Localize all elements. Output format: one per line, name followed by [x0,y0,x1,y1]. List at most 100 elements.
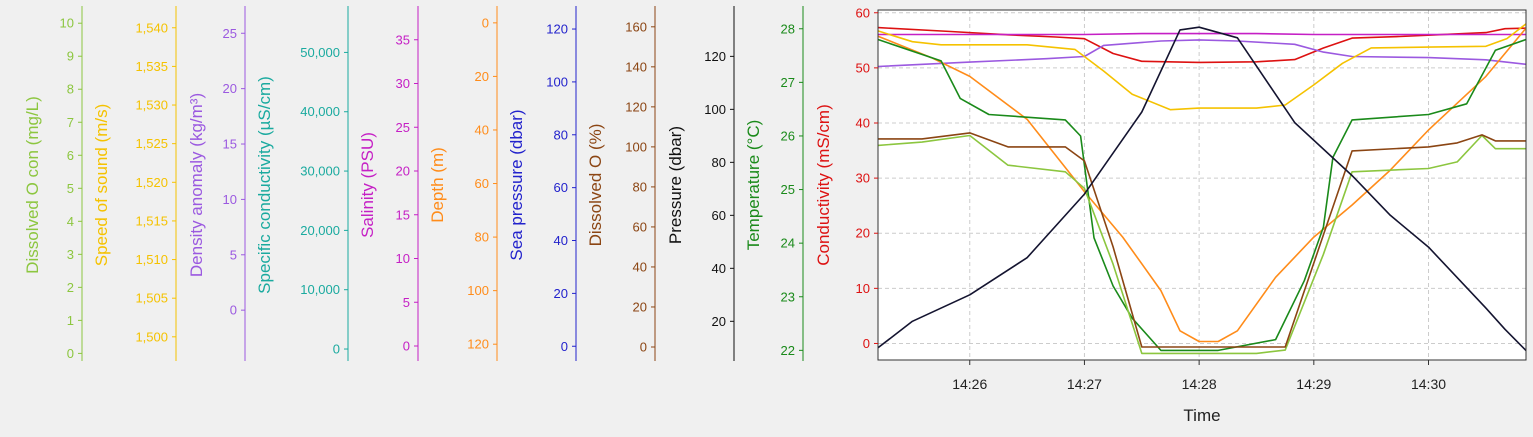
axis-tick-label: 7 [67,115,74,130]
axis-tick-label: 25 [223,26,237,41]
axis-tick-label: 0 [403,339,410,354]
y-axis-depth: 0 20 40 60 80 100 120 Depth (m) [428,6,498,361]
axis-label: Conductivity (mS/cm) [814,104,833,266]
axis-tick-label: 25 [781,182,795,197]
axis-tick-label: 28 [781,21,795,36]
axis-tick-label: 60 [712,208,726,223]
axis-tick-label: 160 [625,19,647,34]
axis-tick-label: 30 [856,171,870,186]
grid-lines [878,10,1526,360]
axis-tick-label: 20 [554,286,568,301]
axis-tick-label: 24 [781,236,795,251]
axis-tick-label: 3 [67,247,74,262]
axis-tick-label: 60 [856,5,870,20]
y-axis-do_con: 0 1 2 3 4 5 6 7 8 9 10 Dissolved O con (mg/L) [23,6,83,361]
axis-tick-label: 120 [704,49,726,64]
series-line-salinity [878,32,1526,36]
axis-tick-label: 22 [781,343,795,358]
axis-tick-label: 6 [67,148,74,163]
axis-tick-label: 50 [856,60,870,75]
axis-tick-label: 1,540 [135,20,168,35]
axis-tick-label: 80 [554,127,568,142]
x-tick-label: 14:28 [1182,376,1217,392]
axis-tick-label: 0 [67,346,74,361]
axis-tick-label: 5 [67,181,74,196]
axis-tick-label: 4 [67,214,74,229]
axis-tick-label: 40,000 [300,104,340,119]
axis-tick-label: 10 [856,281,870,296]
axis-label: Density anomaly (kg/m³) [187,93,206,277]
axis-tick-label: 1,505 [135,291,168,306]
series-line-temp [877,38,1527,352]
y-axis-temp: 22 23 24 25 26 27 28 Temperature (°C) [744,6,804,361]
axis-tick-label: 9 [67,49,74,64]
y-axis-sos: 1,500 1,505 1,510 1,515 1,520 1,525 1,530 1,535… [92,6,177,361]
axis-tick-label: 1 [67,313,74,328]
axis-tick-label: 60 [554,180,568,195]
axis-tick-label: 25 [396,120,410,135]
axis-tick-label: 0 [640,339,647,354]
y-axis-do_pct: 0 20 40 60 80 100 120 140 160 Dissolved O (%) [586,6,656,361]
axis-tick-label: 1,510 [135,252,168,267]
x-axis-label: Time [1183,406,1220,425]
axis-tick-label: 1,515 [135,213,168,228]
axis-tick-label: 40 [856,115,870,130]
axis-tick-label: 30,000 [300,164,340,179]
axis-tick-label: 0 [482,15,489,30]
axis-label: Depth (m) [428,147,447,223]
axis-tick-label: 80 [633,179,647,194]
axis-label: Specific conductivity (µS/cm) [255,76,274,294]
series-line-do_pct [878,132,1526,348]
axis-tick-label: 10 [60,16,74,31]
axis-tick-label: 20 [396,164,410,179]
y-axis-salinity: 0 5 10 15 20 25 30 35 Salinity (PSU) [358,6,419,361]
axis-tick-label: 35 [396,32,410,47]
x-tick-label: 14:27 [1067,376,1102,392]
series-group [877,23,1527,355]
axis-tick-label: 26 [781,128,795,143]
axis-label: Temperature (°C) [744,120,763,251]
axis-tick-label: 100 [704,102,726,117]
axis-label: Speed of sound (m/s) [92,104,111,267]
axis-tick-label: 8 [67,82,74,97]
series-line-pressure [877,26,1527,352]
axis-tick-label: 140 [625,59,647,74]
axis-tick-label: 60 [633,219,647,234]
axis-label: Pressure (dbar) [666,126,685,244]
axis-label: Dissolved O (%) [586,124,605,247]
axis-label: Salinity (PSU) [358,132,377,238]
axis-tick-label: 20 [475,69,489,84]
axis-tick-label: 1,535 [135,59,168,74]
axis-tick-label: 5 [230,247,237,262]
axis-tick-label: 10,000 [300,282,340,297]
axis-tick-label: 0 [333,342,340,357]
x-tick-label: 14:29 [1296,376,1331,392]
axis-tick-label: 1,500 [135,329,168,344]
axis-tick-label: 100 [625,139,647,154]
series-line-sos [877,23,1527,111]
plot-frame [877,9,1527,361]
x-tick-label: 14:26 [952,376,987,392]
axis-tick-label: 50,000 [300,45,340,60]
axis-tick-label: 5 [403,295,410,310]
axis-tick-label: 10 [223,192,237,207]
axis-tick-label: 27 [781,75,795,90]
y-axis-density: 0 5 10 15 20 25 Density anomaly (kg/m³) [187,6,246,361]
axis-tick-label: 15 [396,207,410,222]
axis-tick-label: 2 [67,280,74,295]
axis-tick-label: 80 [712,155,726,170]
axis-tick-label: 60 [475,176,489,191]
axis-tick-label: 0 [561,339,568,354]
y-axis-spcond: 0 10,000 20,000 30,000 40,000 50,000 Specific … [255,6,349,361]
series-line-density [877,39,1527,68]
x-tick-label: 14:30 [1411,376,1446,392]
axis-tick-label: 120 [546,22,568,37]
axis-tick-label: 120 [625,99,647,114]
axis-tick-label: 1,520 [135,175,168,190]
series-line-depth [877,27,1527,343]
axis-tick-label: 40 [554,233,568,248]
axis-tick-label: 40 [475,122,489,137]
axis-tick-label: 20 [633,299,647,314]
